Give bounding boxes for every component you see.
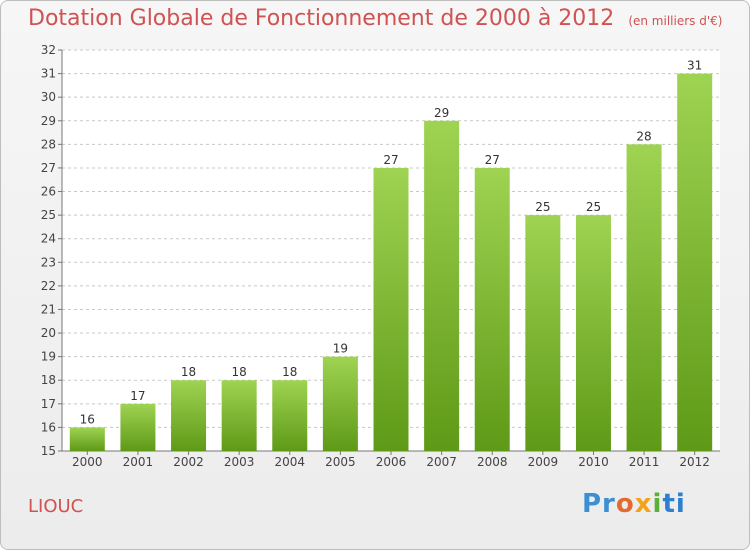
data-label: 16 — [80, 412, 95, 426]
y-tick-label: 17 — [41, 397, 56, 411]
bar — [322, 356, 358, 451]
x-tick-label: 2011 — [629, 455, 660, 469]
y-tick-label: 23 — [41, 255, 56, 269]
x-tick-label: 2009 — [528, 455, 559, 469]
y-tick-label: 29 — [41, 114, 56, 128]
x-tick-label: 2005 — [325, 455, 356, 469]
y-tick-label: 18 — [41, 373, 56, 387]
chart-title: Dotation Globale de Fonctionnement de 20… — [28, 6, 722, 31]
data-label: 28 — [636, 129, 651, 143]
data-label: 19 — [333, 342, 348, 356]
y-tick-label: 22 — [41, 279, 56, 293]
y-tick-label: 25 — [41, 208, 56, 222]
x-tick-label: 2006 — [376, 455, 407, 469]
bar — [221, 380, 257, 451]
x-tick-label: 2008 — [477, 455, 508, 469]
bar — [525, 215, 561, 451]
chart-title-text: Dotation Globale de Fonctionnement de 20… — [28, 6, 615, 31]
data-label: 18 — [181, 365, 196, 379]
bar — [373, 167, 409, 452]
logo-part-5: ti — [662, 489, 686, 519]
logo-part-4: i — [652, 489, 663, 519]
y-tick-label: 28 — [41, 137, 56, 151]
y-tick-label: 26 — [41, 185, 56, 199]
bar — [474, 167, 510, 452]
bar — [677, 73, 713, 452]
x-tick-label: 2007 — [426, 455, 457, 469]
data-label: 29 — [434, 106, 449, 120]
commune-name: LIOUC — [28, 496, 84, 517]
y-tick-label: 21 — [41, 302, 56, 316]
data-label: 18 — [282, 365, 297, 379]
y-tick-label: 19 — [41, 350, 56, 364]
data-label: 18 — [232, 365, 247, 379]
data-label: 31 — [687, 59, 702, 73]
y-tick-label: 24 — [41, 232, 56, 246]
y-tick-label: 30 — [41, 90, 56, 104]
x-tick-label: 2000 — [72, 455, 103, 469]
x-tick-label: 2003 — [224, 455, 255, 469]
proxiti-logo: Proxiti — [582, 489, 686, 519]
bar — [626, 144, 662, 451]
x-tick-label: 2004 — [274, 455, 305, 469]
data-label: 25 — [586, 200, 601, 214]
bar — [272, 380, 308, 451]
x-tick-label: 2002 — [173, 455, 204, 469]
x-tick-label: 2012 — [679, 455, 710, 469]
bar — [575, 215, 611, 451]
chart-subtitle: (en milliers d'€) — [628, 14, 723, 28]
x-tick-label: 2001 — [123, 455, 154, 469]
logo-part-2: o — [615, 489, 635, 519]
data-label: 25 — [535, 200, 550, 214]
y-tick-label: 31 — [41, 67, 56, 81]
data-label: 27 — [383, 153, 398, 167]
bar — [120, 403, 156, 451]
y-tick-label: 27 — [41, 161, 56, 175]
x-tick-label: 2010 — [578, 455, 609, 469]
y-tick-label: 16 — [41, 420, 56, 434]
y-tick-label: 15 — [41, 444, 56, 458]
data-label: 27 — [485, 153, 500, 167]
bar — [424, 120, 460, 451]
bar — [69, 427, 105, 451]
y-tick-label: 20 — [41, 326, 56, 340]
y-tick-label: 32 — [41, 43, 56, 57]
logo-part-3: x — [634, 489, 653, 519]
bar — [171, 380, 207, 451]
data-label: 17 — [130, 389, 145, 403]
logo-part-1: Pr — [582, 489, 616, 519]
